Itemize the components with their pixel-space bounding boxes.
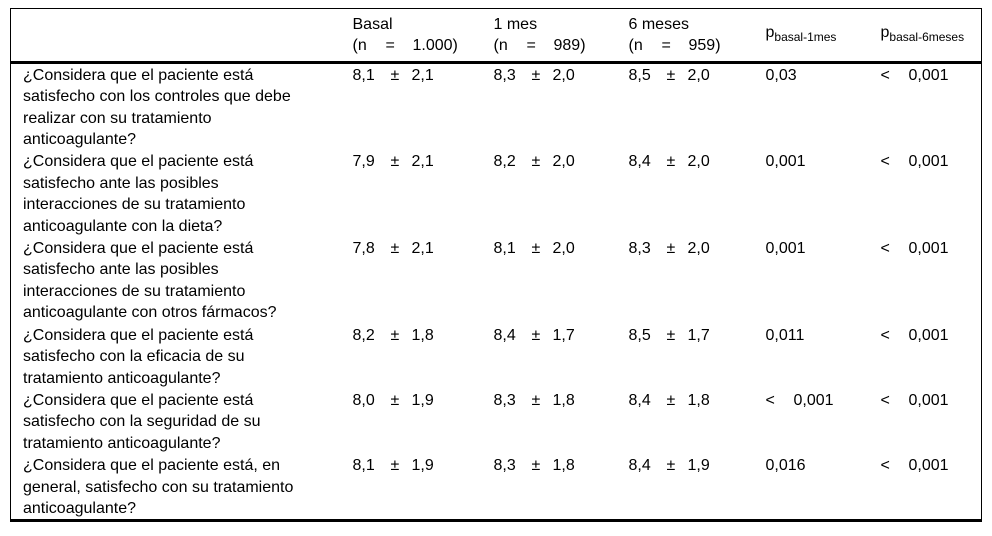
plus-minus: ± [390, 240, 400, 258]
plus-minus: ± [531, 391, 541, 409]
less-than-sign: < [880, 66, 890, 84]
1mes-value-cell: 8,1 ±2,0 [494, 237, 629, 324]
p-basal-1mes-cell: 0,03 [765, 66, 797, 84]
question-column-header [10, 8, 353, 64]
1mes-value-cell: 8,3 ±2,0 [494, 62, 629, 150]
satisfaction-table: Basal (n = 1.000) 1 mes (n = 989) 6 meses (n… [10, 8, 982, 523]
header-row: Basal (n = 1.000) 1 mes (n = 989) 6 meses (n… [10, 8, 982, 64]
basal-value-cell: 7,8 ±2,1 [353, 237, 494, 324]
less-than-sign: < [880, 391, 890, 409]
p-basal-6meses-cell: <0,001 [881, 150, 982, 237]
less-than-sign: < [765, 391, 775, 409]
p-basal-6meses-cell: <0,001 [881, 389, 982, 454]
table-row: ¿Considera que el paciente está satisfec… [11, 237, 982, 324]
6meses-value-cell: 8,5 ±2,0 [629, 62, 766, 150]
plus-minus: ± [531, 457, 541, 475]
plus-minus: ± [666, 66, 676, 84]
col-header-p-basal-1mes: pbasal-1mes [765, 8, 881, 64]
col-header-6meses: 6 meses (n = 959) [628, 8, 766, 64]
question-cell: ¿Considera que el paciente está satisfec… [23, 326, 254, 387]
basal-value-cell: 8,2 ±1,8 [353, 324, 494, 389]
basal-value-cell: 7,9 ±2,1 [353, 150, 494, 237]
question-cell: ¿Considera que el paciente está satisfec… [23, 153, 254, 235]
group-n-6meses: (n = 959) [628, 37, 721, 55]
col-header-p-basal-6meses: pbasal-6meses [880, 8, 982, 64]
less-than-sign: < [880, 153, 890, 171]
plus-minus: ± [390, 326, 400, 344]
table-row: ¿Considera que el paciente está satisfec… [11, 389, 982, 454]
p-basal-6meses-cell: <0,001 [881, 324, 982, 389]
plus-minus: ± [390, 153, 400, 171]
group-n-1mes: (n = 989) [493, 37, 586, 55]
6meses-value-cell: 8,4 ±1,8 [629, 389, 766, 454]
6meses-value-cell: 8,5 ±1,7 [629, 324, 766, 389]
plus-minus: ± [390, 66, 400, 84]
plus-minus: ± [666, 240, 676, 258]
group-label-6meses: 6 meses [628, 16, 689, 33]
plus-minus: ± [666, 326, 676, 344]
group-label-1mes: 1 mes [493, 16, 538, 33]
col-header-basal: Basal (n = 1.000) [352, 8, 494, 64]
less-than-sign: < [880, 240, 890, 258]
question-cell: ¿Considera que el paciente está satisfec… [23, 66, 291, 149]
plus-minus: ± [531, 66, 541, 84]
table-row: ¿Considera que el paciente está satisfec… [11, 62, 982, 150]
1mes-value-cell: 8,3 ±1,8 [494, 389, 629, 454]
table-row: ¿Considera que el paciente está satisfec… [11, 150, 982, 237]
question-cell: ¿Considera que el paciente está satisfec… [23, 391, 261, 452]
1mes-value-cell: 8,2 ±2,0 [494, 150, 629, 237]
p-basal-1mes-cell: 0,011 [765, 326, 805, 344]
col-header-1mes: 1 mes (n = 989) [493, 8, 629, 64]
plus-minus: ± [531, 153, 541, 171]
p-basal-1mes-cell: 0,016 [765, 457, 806, 475]
p-basal-1mes-cell: <0,001 [766, 389, 881, 454]
plus-minus: ± [531, 240, 541, 258]
basal-value-cell: 8,1 ±2,1 [353, 62, 494, 150]
group-n-basal: (n = 1.000) [352, 37, 458, 55]
p-basal-6meses-cell: <0,001 [881, 237, 982, 324]
group-label-basal: Basal [352, 16, 393, 33]
1mes-value-cell: 8,4 ±1,7 [494, 324, 629, 389]
less-than-sign: < [880, 457, 890, 475]
p-basal-6meses-cell: <0,001 [881, 62, 982, 150]
question-cell: ¿Considera que el paciente está, en gene… [23, 457, 294, 517]
plus-minus: ± [390, 457, 400, 475]
p-basal-1mes-cell: 0,001 [765, 153, 806, 171]
basal-value-cell: 8,0 ±1,9 [353, 389, 494, 454]
plus-minus: ± [390, 391, 400, 409]
6meses-value-cell: 8,4 ±1,9 [629, 454, 766, 521]
1mes-value-cell: 8,3 ±1,8 [494, 454, 629, 521]
p-basal-1mes-cell: 0,001 [765, 240, 806, 258]
plus-minus: ± [666, 153, 676, 171]
6meses-value-cell: 8,3 ±2,0 [629, 237, 766, 324]
basal-value-cell: 8,1 ±1,9 [353, 454, 494, 521]
plus-minus: ± [666, 391, 676, 409]
plus-minus: ± [666, 457, 676, 475]
plus-minus: ± [531, 326, 541, 344]
table-row: ¿Considera que el paciente está satisfec… [11, 324, 982, 389]
p-basal-6meses-cell: <0,001 [881, 454, 982, 521]
less-than-sign: < [880, 326, 890, 344]
question-cell: ¿Considera que el paciente está satisfec… [23, 240, 277, 322]
6meses-value-cell: 8,4 ±2,0 [629, 150, 766, 237]
table-row: ¿Considera que el paciente está, en gene… [11, 454, 982, 521]
